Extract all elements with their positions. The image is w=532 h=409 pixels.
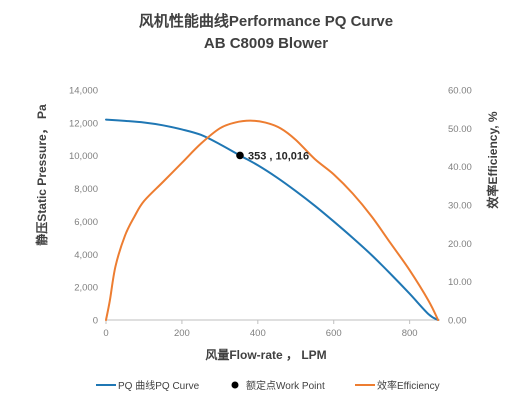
y2-tick-label: 10.00	[448, 277, 472, 288]
legend-label-work-point: 额定点Work Point	[246, 379, 325, 392]
chart-title: 风机性能曲线Performance PQ Curve	[139, 12, 393, 30]
y2-tick-label: 0.00	[448, 316, 467, 327]
y2-tick-label: 60.00	[448, 86, 472, 97]
series-line-efficiency	[105, 119, 440, 321]
y2-tick-label: 30.00	[448, 201, 472, 212]
y2-axis-ticks: 0.00 10.00 20.00 30.00 40.00 50.00 60.00	[448, 86, 472, 327]
work-point-label: 353 , 10,016	[248, 150, 309, 162]
y-tick-label: 10,000	[69, 151, 98, 162]
series-line-pq-curve	[105, 118, 440, 321]
y2-tick-label: 40.00	[448, 162, 472, 173]
points-layer: 353 , 10,016	[236, 150, 309, 162]
legend-label-efficiency: 效率Efficiency	[377, 379, 440, 392]
x-tick-label: 200	[174, 328, 190, 339]
legend: PQ 曲线PQ Curve 额定点Work Point 效率Efficiency	[96, 379, 440, 392]
y-tick-label: 4,000	[74, 250, 98, 261]
y-tick-label: 8,000	[74, 184, 98, 195]
x-tick-label: 0	[103, 328, 108, 339]
y-tick-label: 14,000	[69, 86, 98, 97]
legend-label-pq-curve: PQ 曲线PQ Curve	[118, 379, 200, 392]
chart-subtitle: AB C8009 Blower	[204, 35, 328, 52]
y2-tick-label: 50.00	[448, 124, 472, 135]
x-tick-label: 400	[250, 328, 266, 339]
y2-tick-label: 20.00	[448, 239, 472, 250]
x-axis-ticks: 0 200 400 600 800	[103, 320, 418, 339]
y-axis-title: 静压Static Pressure， Pa	[34, 104, 49, 246]
x-tick-label: 600	[326, 328, 342, 339]
x-tick-label: 800	[402, 328, 418, 339]
y2-axis-title: 效率Efficiency, %	[485, 111, 500, 208]
x-axis-title: 风量Flow-rate ， LPM	[205, 348, 326, 362]
legend-swatch-work-point	[231, 381, 239, 389]
series-layer	[105, 118, 440, 321]
y-axis-ticks: 0 2,000 4,000 6,000 8,000 10,000 12,000 14,000	[69, 86, 98, 327]
y-tick-label: 6,000	[74, 217, 98, 228]
y-tick-label: 0	[93, 316, 98, 327]
work-point-marker	[236, 151, 244, 160]
y-tick-label: 12,000	[69, 118, 98, 129]
y-tick-label: 2,000	[74, 283, 98, 294]
